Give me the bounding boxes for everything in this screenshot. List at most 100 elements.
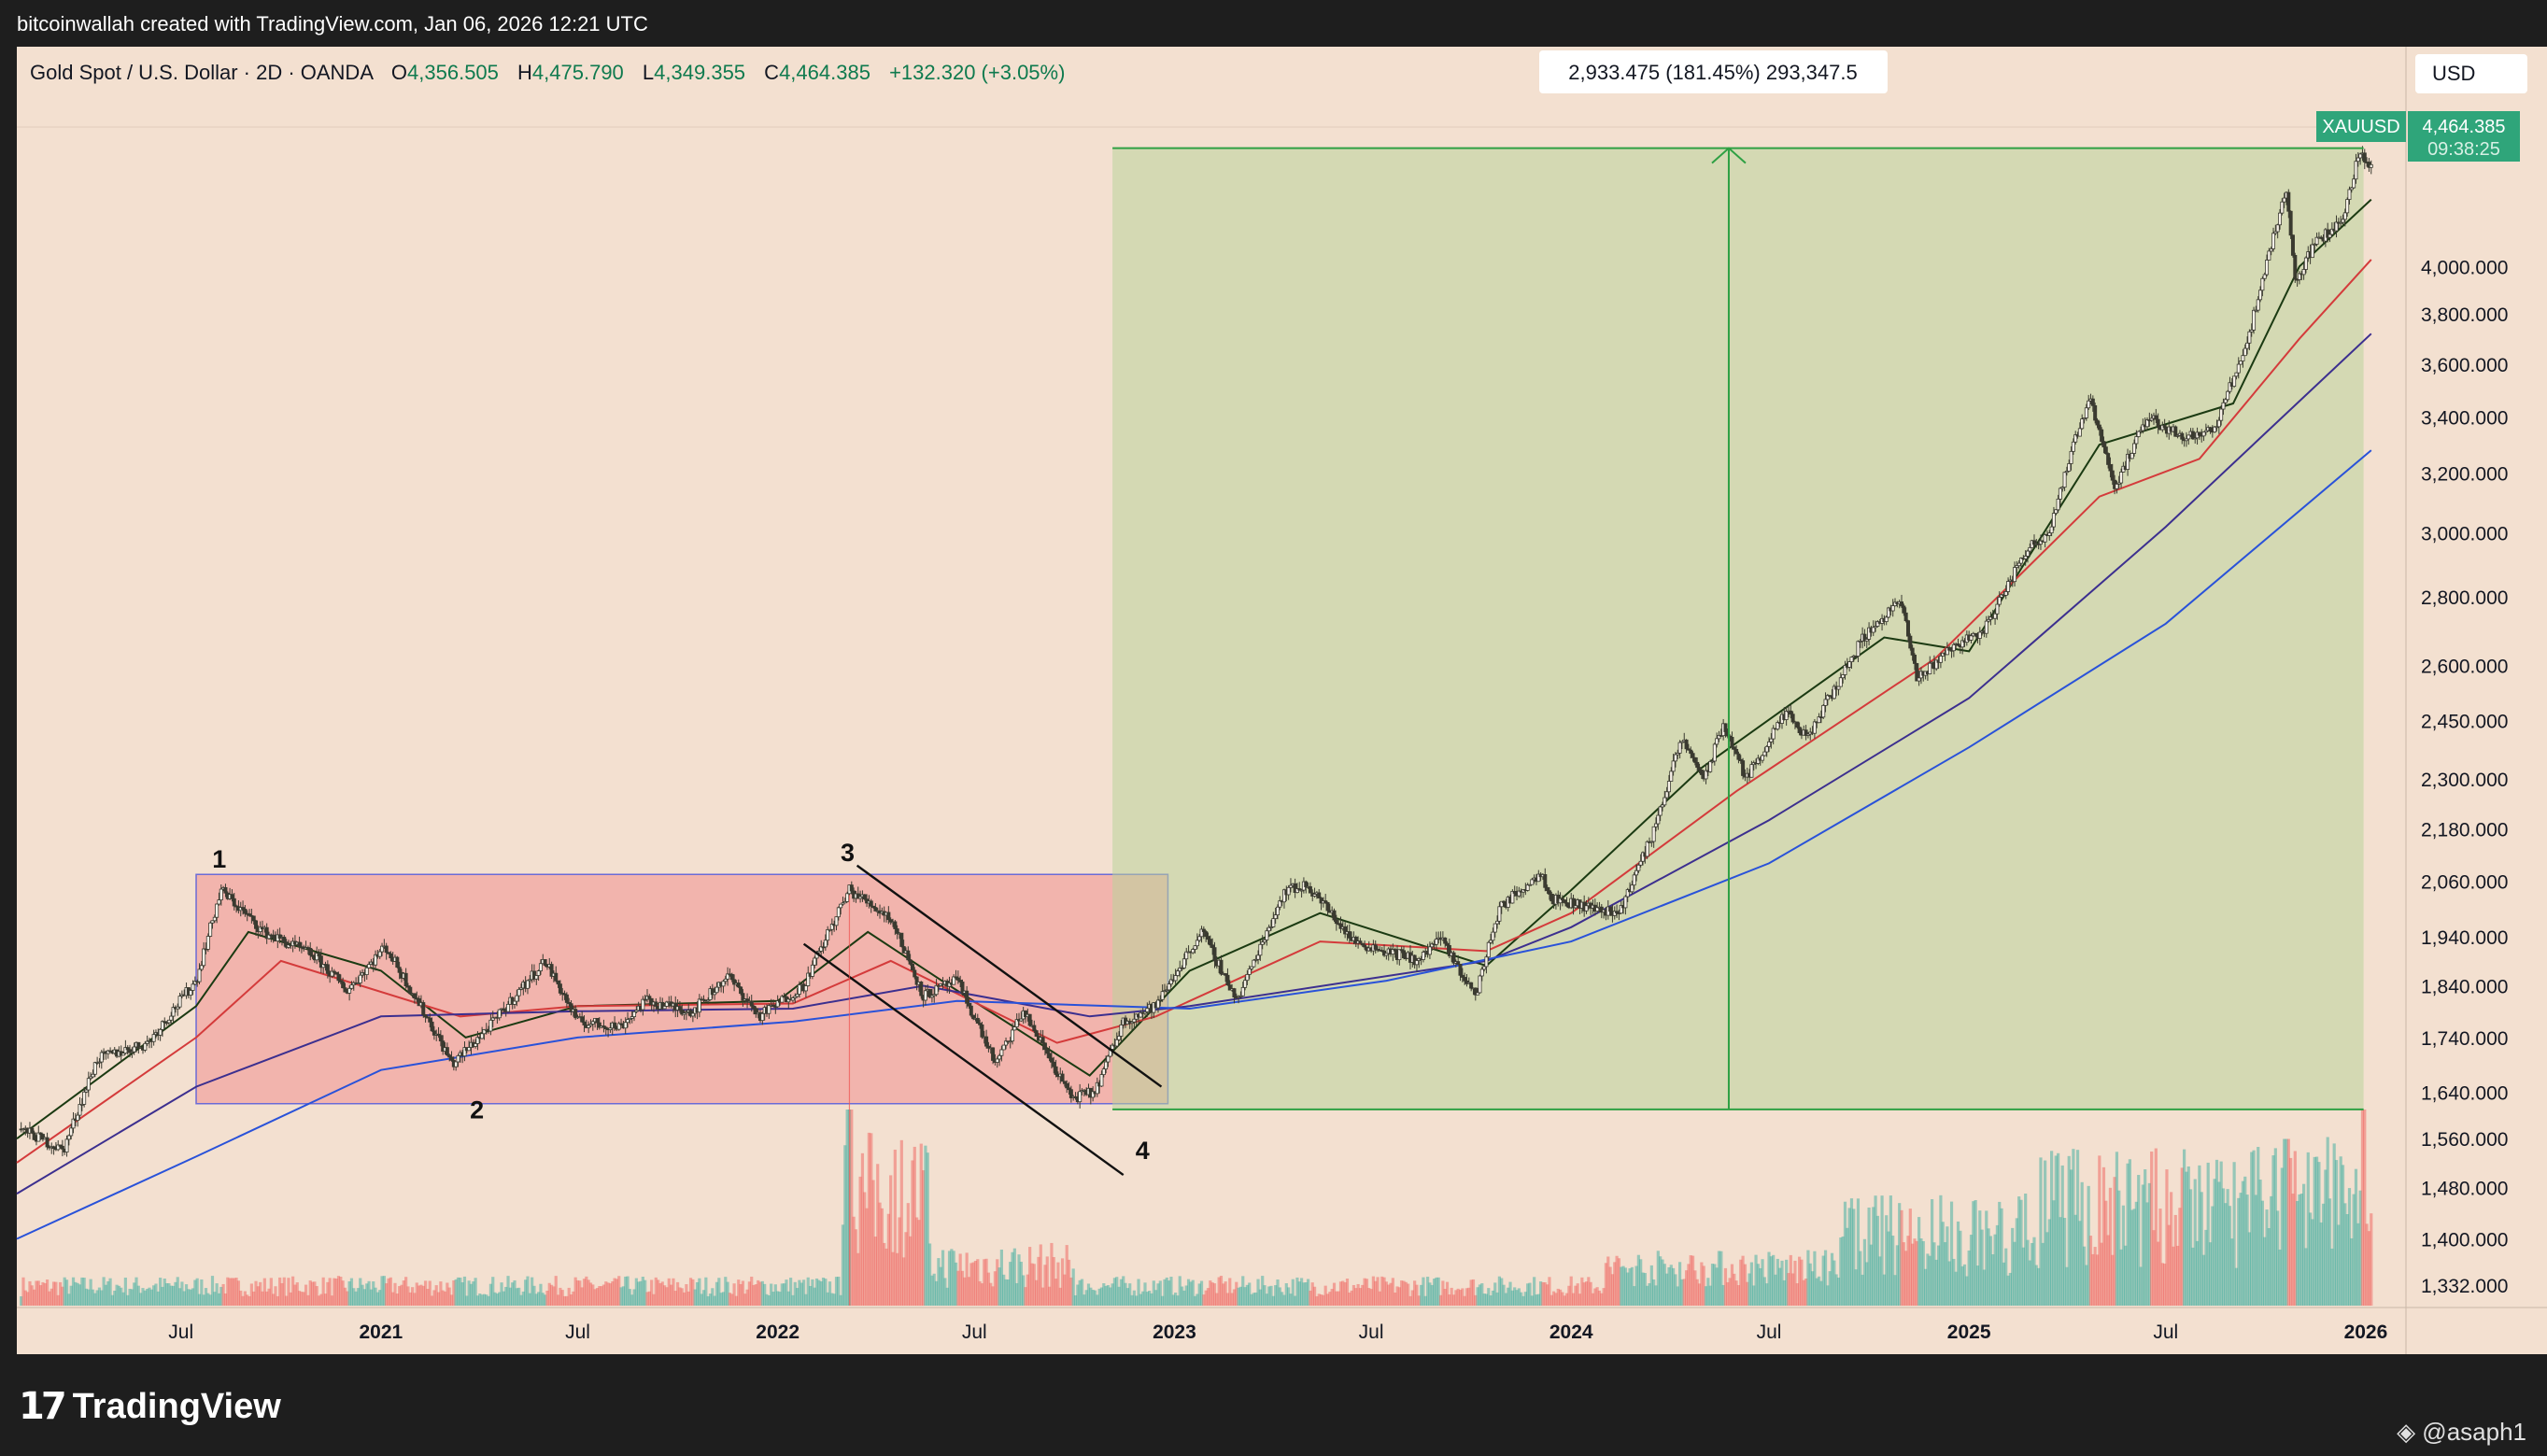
candle-body (364, 967, 369, 975)
volume-bar (2280, 1167, 2284, 1306)
candle-body (1167, 983, 1171, 991)
volume-bar (752, 1284, 756, 1306)
volume-bar (1182, 1290, 1186, 1306)
volume-bar (1656, 1251, 1660, 1306)
volume-bar (1363, 1278, 1366, 1306)
tradingview-logo[interactable]: 17 TradingView (19, 1382, 281, 1431)
candle-body (569, 1003, 573, 1012)
candle-body (89, 1076, 93, 1080)
volume-bar (197, 1293, 202, 1306)
volume-bar (569, 1293, 573, 1306)
candle-body (467, 1047, 472, 1052)
candle-body (543, 959, 547, 966)
measure-box (1112, 148, 2364, 1110)
time-axis[interactable]: Jul 2021 Jul 2022 Jul 2023 Jul 2024 Jul 2025 Jul 20… (168, 1322, 2387, 1343)
candle-body (1288, 884, 1293, 888)
volume-bar (356, 1288, 361, 1306)
volume-bar (2163, 1264, 2167, 1306)
volume-bar (734, 1295, 739, 1306)
volume-bar (1682, 1279, 1686, 1306)
candle-body (1104, 1061, 1109, 1070)
candle-body (241, 907, 246, 910)
candle-body (2095, 419, 2100, 426)
volume-bar (1404, 1281, 1408, 1306)
volume-bar (169, 1285, 173, 1306)
candle-body (1805, 733, 1810, 736)
candle-body (1832, 686, 1836, 700)
volume-bar (2026, 1239, 2030, 1306)
volume-bar (1733, 1273, 1736, 1306)
volume-bar (1956, 1221, 1960, 1306)
candle-body (1281, 889, 1286, 903)
volume-bar (256, 1286, 260, 1306)
last-price-tag: XAUUSD 4,464.385 09:38:25 (2316, 111, 2520, 162)
volume-bar (701, 1290, 706, 1306)
volume-bar (2332, 1143, 2336, 1306)
candle-body (215, 903, 219, 918)
volume-bar (760, 1280, 764, 1306)
candle-body (1910, 647, 1915, 656)
volume-bar (941, 1250, 945, 1306)
candle-body (797, 984, 801, 995)
volume-bar (1491, 1290, 1495, 1306)
candle-body (516, 988, 521, 997)
candle-body (536, 970, 541, 976)
volume-bar (375, 1292, 379, 1306)
volume-bar (1243, 1287, 1247, 1306)
candle-body (1391, 949, 1395, 955)
volume-bar (2019, 1199, 2023, 1306)
candle-body (1717, 735, 1721, 740)
candle-body (632, 1011, 637, 1018)
candle-body (960, 982, 965, 994)
drawing-lines[interactable] (802, 147, 2364, 1306)
volume-bar (2206, 1162, 2210, 1306)
candle-body (1397, 949, 1402, 960)
candle-body (123, 1047, 128, 1054)
ohlc-legend: Gold Spot / U.S. Dollar · 2D · OANDA O4,… (30, 61, 1065, 84)
candle-body (321, 964, 326, 968)
volume-bar (1719, 1251, 1723, 1306)
candle-body (2245, 342, 2250, 349)
volume-bar (265, 1291, 269, 1306)
volume-bar (950, 1249, 954, 1306)
candle-body (92, 1062, 97, 1075)
candle-body (999, 1049, 1004, 1056)
candle-body (132, 1046, 136, 1053)
volume-bar (1762, 1277, 1766, 1306)
volume-bar (2285, 1138, 2288, 1306)
volume-bar (1093, 1290, 1097, 1306)
price-axis[interactable]: 1,332.0001,400.0001,480.0001,560.0001,64… (2421, 257, 2508, 1297)
volume-bar (1754, 1254, 1758, 1306)
candle-body (163, 1021, 167, 1024)
currency-button[interactable]: USD (2415, 54, 2527, 93)
volume-bar (945, 1287, 949, 1306)
candle-body (1915, 663, 1919, 682)
candle-body (1864, 639, 1869, 642)
candle-body (1047, 1053, 1052, 1059)
candle-body (888, 919, 893, 923)
volume-bar (1445, 1281, 1450, 1306)
candle-body (841, 902, 845, 905)
volume-bar (1080, 1279, 1084, 1306)
volume-bar (2002, 1262, 2005, 1306)
candle-body (56, 1144, 61, 1151)
volume-bar (1254, 1292, 1258, 1306)
volume-bar (1834, 1274, 1838, 1306)
candle-body (590, 1021, 595, 1025)
volume-bar (191, 1288, 195, 1306)
volume-bar (506, 1276, 510, 1306)
candle-body (608, 1027, 613, 1031)
volume-bar (1841, 1236, 1845, 1306)
volume-bar (2065, 1266, 2069, 1306)
volume-bar (700, 1293, 703, 1306)
volume-bar (1913, 1238, 1917, 1306)
candle-body (895, 928, 899, 934)
volume-bar (1282, 1294, 1286, 1306)
candle-body (732, 979, 737, 985)
candle-body (1201, 928, 1206, 932)
volume-bar (30, 1285, 34, 1306)
volume-bar (1891, 1236, 1895, 1306)
candle-body (143, 1042, 148, 1051)
volume-bar (1237, 1287, 1240, 1306)
